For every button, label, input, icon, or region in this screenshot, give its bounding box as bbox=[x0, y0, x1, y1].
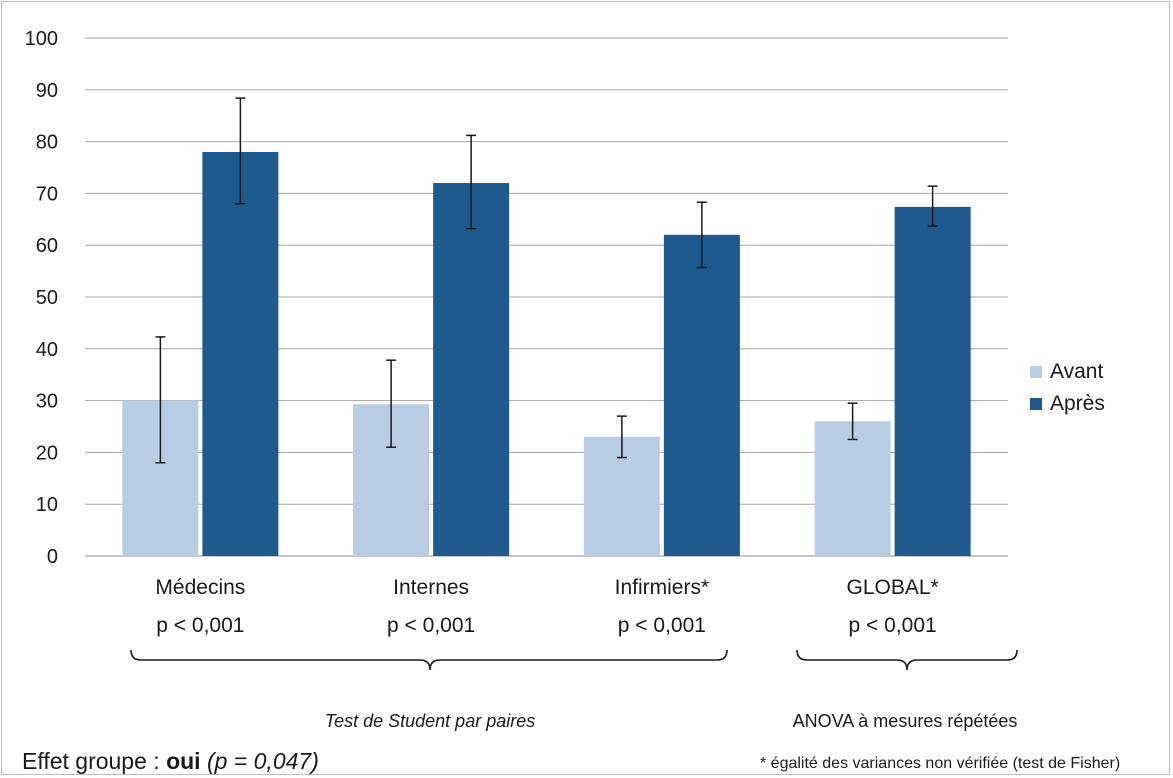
anova-brace bbox=[796, 649, 1018, 671]
student-test-label: Test de Student par paires bbox=[324, 711, 536, 731]
bar-avant-4 bbox=[814, 421, 891, 556]
x-category-label: Infirmiers* bbox=[615, 576, 710, 599]
variance-footnote: * égalité des variances non vérifiée (te… bbox=[760, 755, 1121, 772]
x-category-label: GLOBAL* bbox=[847, 576, 939, 599]
group-effect-pvalue: (p = 0,047) bbox=[206, 748, 319, 774]
legend-swatch-avant bbox=[1030, 366, 1042, 378]
y-tick-label: 20 bbox=[36, 442, 58, 464]
student-brace bbox=[130, 649, 728, 671]
x-pvalue-label: p < 0,001 bbox=[387, 614, 475, 637]
legend-label-apres: Après bbox=[1050, 392, 1105, 415]
x-category-label: Internes bbox=[393, 576, 469, 599]
y-tick-label: 100 bbox=[25, 28, 58, 50]
group-effect-prefix: Effet groupe : bbox=[22, 748, 167, 774]
y-tick-label: 70 bbox=[36, 183, 58, 205]
bar-après-3 bbox=[663, 234, 740, 556]
x-pvalue-label: p < 0,001 bbox=[618, 614, 706, 637]
y-tick-label: 40 bbox=[36, 339, 58, 361]
y-tick-label: 0 bbox=[47, 546, 58, 568]
y-tick-label: 90 bbox=[36, 80, 58, 102]
y-tick-label: 10 bbox=[36, 494, 58, 516]
legend-item-avant: Avant bbox=[1030, 356, 1105, 388]
legend-swatch-apres bbox=[1030, 398, 1042, 410]
bar-après-1 bbox=[202, 151, 279, 556]
group-effect-result: oui bbox=[166, 748, 201, 774]
y-tick-label: 50 bbox=[36, 287, 58, 309]
legend-item-apres: Après bbox=[1030, 388, 1105, 420]
legend: Avant Après bbox=[1030, 356, 1105, 420]
group-effect-text: Effet groupe : oui (p = 0,047) bbox=[22, 748, 319, 775]
legend-label-avant: Avant bbox=[1050, 360, 1104, 383]
x-category-label: Médecins bbox=[155, 576, 245, 599]
x-pvalue-label: p < 0,001 bbox=[849, 614, 937, 637]
y-tick-label: 60 bbox=[36, 235, 58, 257]
y-tick-label: 30 bbox=[36, 391, 58, 413]
bar-après-2 bbox=[433, 183, 510, 557]
anova-label: ANOVA à mesures répétées bbox=[792, 711, 1018, 731]
y-tick-label: 80 bbox=[36, 132, 58, 154]
bar-après-4 bbox=[894, 206, 971, 557]
x-pvalue-label: p < 0,001 bbox=[156, 614, 244, 637]
